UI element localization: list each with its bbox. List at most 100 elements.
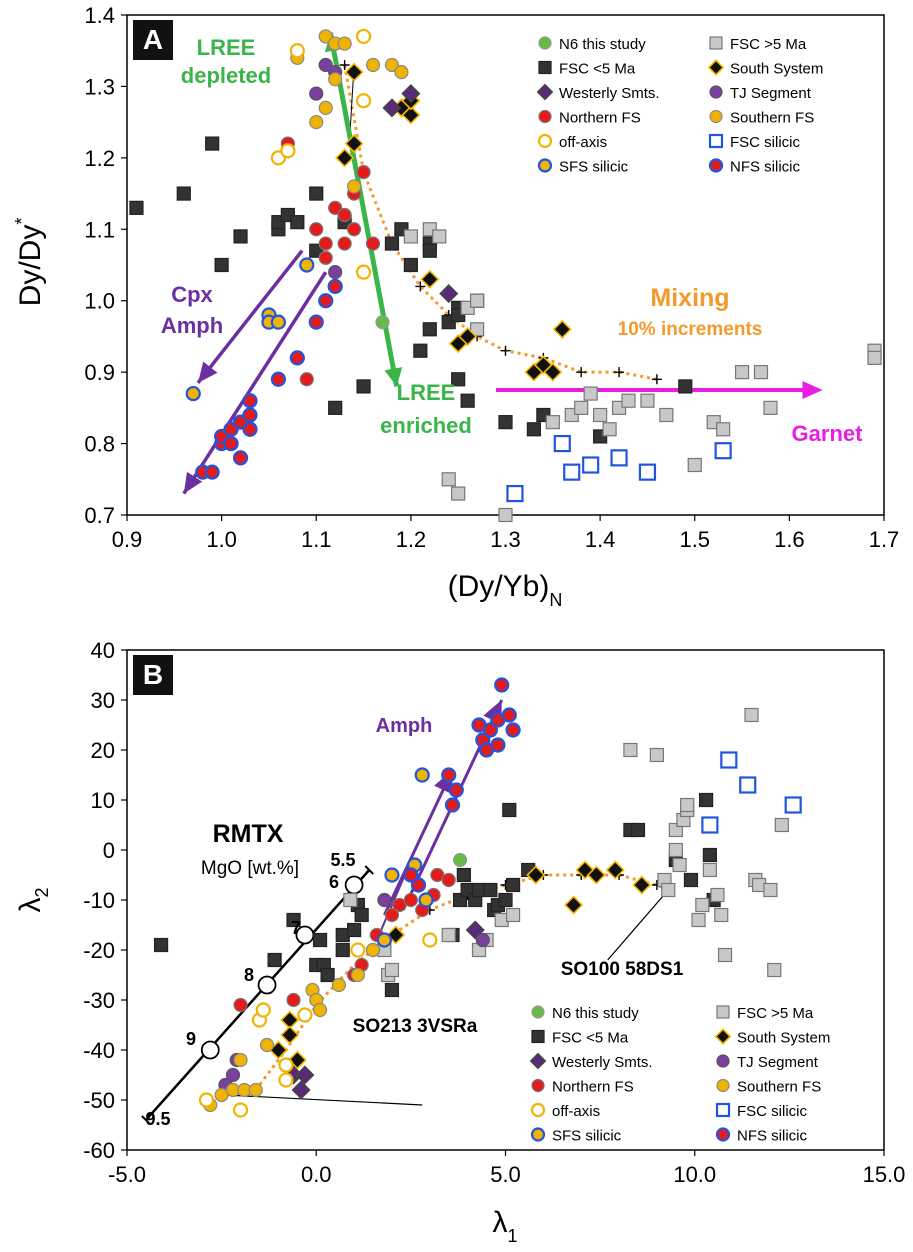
data-point-fsc-5-ma <box>498 892 513 908</box>
panel-b-label-box <box>133 655 173 695</box>
legend-marker-fsc-silicic <box>715 1102 731 1118</box>
panel-b-chart: -5.0 0.0 5.0 10.0 15.0 -60 -50 -40 -30 -20 -10 0 10 2… <box>14 638 905 1246</box>
legend-label-south-system: South System <box>737 1030 830 1047</box>
legend-marker-westerly-smts <box>536 83 554 101</box>
data-point-fsc-5-ma <box>441 472 456 487</box>
amph-label-b: Amph <box>376 715 433 737</box>
data-point-westerly-smts <box>382 98 402 118</box>
legend-label-sfs-silicic: SFS silicic <box>559 159 629 176</box>
y-tick-label: 1.2 <box>84 146 115 171</box>
x-tick-label: 10.0 <box>673 1162 716 1187</box>
data-point-fsc-5-ma <box>384 982 400 998</box>
garnet-label: Garnet <box>792 421 864 446</box>
legend-marker-fsc-5-ma <box>531 1029 545 1044</box>
mixing-increment-marker <box>651 374 662 385</box>
amph-connector <box>375 869 409 941</box>
mixing-increments-label: 10% increments <box>618 319 763 340</box>
data-point-fsc-5-ma <box>422 243 437 258</box>
data-point-fsc-5-ma <box>753 365 769 380</box>
data-point-tj-segment <box>328 265 343 280</box>
data-point-fsc-5-ma <box>744 707 759 723</box>
data-point-south-system <box>335 148 355 168</box>
x-tick-label: 0.9 <box>112 527 143 552</box>
data-point-fsc-5-ma <box>384 962 400 978</box>
data-point-fsc-5-ma <box>456 867 471 883</box>
data-point-fsc-5-ma <box>309 243 324 258</box>
data-point-fsc-5-ma <box>593 407 608 423</box>
legend-marker-off-axis <box>530 1102 546 1118</box>
legend-marker-nfs-silicic <box>715 1127 731 1142</box>
legend-marker-sfs-silicic <box>530 1127 546 1142</box>
y-tick-label: 20 <box>91 738 115 763</box>
legend-label-south-system: South System <box>730 61 823 78</box>
rmtx-endpoint <box>364 865 374 875</box>
data-point-southern-fs <box>318 29 333 44</box>
lree-arrowhead-down <box>384 367 403 387</box>
data-point-fsc-5-ma <box>691 912 706 928</box>
data-point-off-axis <box>355 264 372 280</box>
data-point-nfs-silicic <box>410 877 427 893</box>
data-point-southern-fs <box>312 1002 328 1018</box>
data-point-fsc-5-ma <box>668 842 683 858</box>
data-point-nfs-silicic <box>505 722 521 738</box>
data-point-southern-fs <box>328 72 343 87</box>
y-tick-label: -10 <box>83 888 115 913</box>
data-point-southern-fs <box>365 57 381 73</box>
mixing-label: Mixing <box>650 284 729 312</box>
legend-marker-fsc-5-ma <box>709 36 723 50</box>
data-point-fsc-5-ma <box>763 882 778 898</box>
amph-arrow-b1 <box>383 769 454 916</box>
data-point-fsc-5-ma <box>661 882 676 898</box>
data-point-fsc-5-ma <box>403 229 418 244</box>
y-tick-label: -20 <box>83 938 115 963</box>
data-point-south-system <box>605 860 625 880</box>
data-point-southern-fs <box>248 1082 263 1098</box>
data-point-westerly-smts <box>439 284 459 304</box>
legend-label-southern-fs: Southern FS <box>737 1079 821 1096</box>
panel-a-x-axis-label: (Dy/Yb)N <box>448 570 563 610</box>
data-point-nfs-silicic <box>289 350 305 366</box>
legend-marker-south-system <box>714 1028 732 1045</box>
so213-label: SO213 3VSRa <box>353 1016 478 1037</box>
data-point-south-system <box>552 319 572 339</box>
data-point-southern-fs <box>347 179 362 194</box>
data-point-south-system <box>401 105 421 125</box>
data-point-fsc-5-ma <box>470 322 485 337</box>
data-point-southern-fs <box>259 1037 275 1053</box>
x-tick-label: 1.7 <box>869 527 900 552</box>
data-point-sfs-silicic <box>299 257 315 273</box>
data-point-northern-fs <box>286 992 301 1008</box>
x-tick-label: 1.5 <box>679 527 710 552</box>
y-tick-label: 0.9 <box>84 360 115 385</box>
data-point-off-axis <box>289 43 305 59</box>
data-point-fsc-5-ma <box>413 343 428 358</box>
legend-label-off-axis: off-axis <box>559 134 607 151</box>
data-point-south-system <box>564 895 584 915</box>
y-tick-label: 30 <box>91 688 115 713</box>
data-point-northern-fs <box>299 372 314 387</box>
data-point-south-system <box>533 355 553 375</box>
data-point-fsc-silicic <box>610 449 628 467</box>
mixing-increment-marker <box>415 281 426 292</box>
data-point-fsc-silicic <box>553 434 571 453</box>
data-point-off-axis <box>355 28 372 45</box>
data-point-south-system <box>543 362 563 382</box>
data-point-south-system <box>280 1025 300 1045</box>
data-point-sfs-silicic <box>418 892 434 908</box>
mixing-curve <box>343 64 658 381</box>
data-point-northern-fs <box>403 892 418 908</box>
data-point-south-system <box>420 269 440 289</box>
data-point-fsc-5-ma <box>659 407 674 423</box>
data-point-fsc-5-ma <box>526 422 541 437</box>
y-tick-label: 1.1 <box>84 217 115 242</box>
legend-label-westerly-smts: Westerly Smts. <box>552 1054 653 1071</box>
data-point-fsc-5-ma <box>153 937 169 953</box>
data-point-westerly-smts <box>291 1080 311 1100</box>
legend-label-northern-fs: Northern FS <box>552 1079 634 1096</box>
data-point-fsc-5-ma <box>574 400 589 415</box>
data-point-fsc-5-ma <box>687 457 702 473</box>
data-point-northern-fs <box>347 222 362 237</box>
data-point-fsc-5-ma <box>343 892 358 908</box>
mixing-increment-marker <box>614 367 625 378</box>
rmtx-mgo-marker <box>344 875 364 895</box>
